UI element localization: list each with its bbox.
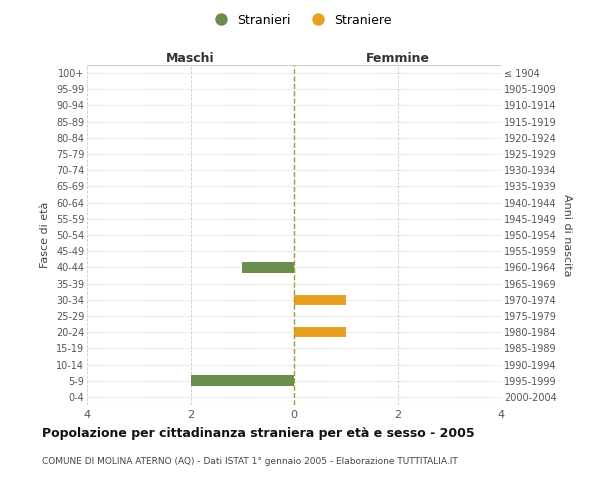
Text: Femmine: Femmine bbox=[365, 52, 430, 65]
Text: Maschi: Maschi bbox=[166, 52, 215, 65]
Text: Popolazione per cittadinanza straniera per età e sesso - 2005: Popolazione per cittadinanza straniera p… bbox=[42, 428, 475, 440]
Bar bbox=[294, 294, 346, 305]
Y-axis label: Anni di nascita: Anni di nascita bbox=[562, 194, 572, 276]
Bar bbox=[191, 376, 294, 386]
Text: COMUNE DI MOLINA ATERNO (AQ) - Dati ISTAT 1° gennaio 2005 - Elaborazione TUTTITA: COMUNE DI MOLINA ATERNO (AQ) - Dati ISTA… bbox=[42, 458, 458, 466]
Legend: Stranieri, Straniere: Stranieri, Straniere bbox=[203, 8, 397, 32]
Bar bbox=[242, 262, 294, 272]
Bar bbox=[294, 327, 346, 338]
Y-axis label: Fasce di età: Fasce di età bbox=[40, 202, 50, 268]
